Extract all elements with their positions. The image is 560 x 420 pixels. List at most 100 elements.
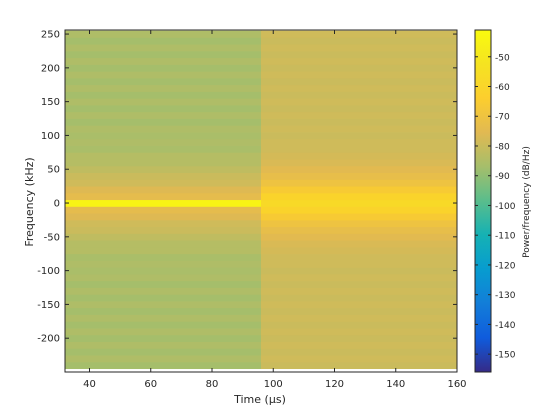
heatmap-cell: [65, 219, 262, 228]
heatmap-cell: [261, 355, 458, 363]
heatmap-cell: [261, 145, 458, 153]
heatmap-cell: [261, 98, 458, 106]
heatmap-cell: [261, 37, 458, 45]
heatmap-cell: [65, 361, 262, 370]
colorbar-tick-label: -150: [495, 351, 516, 361]
colorbar-tick-label: -70: [495, 113, 510, 123]
colorbar-tick-label: -110: [495, 232, 516, 242]
heatmap-cell: [65, 199, 262, 207]
heatmap-cell: [261, 246, 458, 255]
heatmap-cell: [261, 30, 458, 38]
heatmap-cell: [65, 213, 262, 221]
heatmap-cell: [65, 301, 262, 309]
heatmap-cell: [65, 355, 262, 363]
heatmap-cell: [261, 328, 458, 336]
heatmap-cell: [261, 219, 458, 228]
colorbar-tick-label: -100: [495, 202, 516, 212]
y-tick-label: 0: [54, 199, 60, 210]
y-tick-label: 200: [41, 63, 60, 74]
heatmap-cell: [65, 253, 262, 261]
heatmap-cell: [261, 50, 458, 59]
heatmap-cell: [65, 226, 262, 234]
heatmap-cell: [65, 233, 262, 241]
heatmap-cell: [65, 125, 262, 133]
heatmap-cell: [261, 199, 458, 207]
heatmap-cell: [65, 37, 262, 45]
heatmap-cell: [65, 111, 262, 119]
heatmap-cell: [261, 274, 458, 282]
heatmap-cell: [261, 71, 458, 79]
heatmap-cell: [65, 307, 262, 315]
heatmap-cell: [261, 226, 458, 234]
y-tick-label: 250: [41, 30, 60, 41]
heatmap-cell: [261, 206, 458, 214]
heatmap-cell: [261, 165, 458, 174]
y-tick-label: -200: [37, 334, 60, 345]
heatmap-cell: [65, 64, 262, 72]
heatmap-cell: [65, 57, 262, 65]
y-tick-label: 100: [41, 131, 60, 142]
heatmap-cell: [65, 206, 262, 214]
colorbar-tick-label: -140: [495, 321, 516, 331]
y-tick-label: -50: [44, 232, 60, 243]
heatmap-cell: [65, 71, 262, 79]
axes-frame: [64, 29, 458, 373]
x-tick-label: 120: [325, 379, 344, 390]
heatmap-cell: [65, 132, 262, 140]
heatmap-cell: [261, 44, 458, 52]
heatmap-cell: [65, 294, 262, 302]
colorbar-tick-label: -60: [495, 83, 510, 93]
heatmap-cell: [261, 287, 458, 295]
heatmap-cell: [261, 233, 458, 241]
y-axis-label: Frequency (kHz): [23, 157, 36, 246]
y-tick-label: 50: [47, 165, 60, 176]
heatmap-cell: [261, 240, 458, 248]
heatmap-cell: [65, 179, 262, 187]
y-tick-label: 150: [41, 97, 60, 108]
heatmap-cell: [65, 274, 262, 282]
heatmap-cell: [261, 307, 458, 315]
heatmap-cell: [65, 267, 262, 275]
heatmap-cell: [261, 294, 458, 302]
heatmap-cell: [261, 57, 458, 65]
colorbar-tick-label: -50: [495, 53, 510, 63]
x-tick-label: 140: [386, 379, 405, 390]
heatmap-cell: [261, 186, 458, 194]
heatmap-cell: [261, 314, 458, 322]
heatmap-cell: [261, 280, 458, 288]
heatmap-cell: [261, 125, 458, 133]
heatmap-cell: [261, 118, 458, 126]
heatmap-cell: [261, 77, 458, 86]
heatmap-cell: [65, 260, 262, 268]
heatmap-cell: [261, 267, 458, 275]
heatmap-cell: [261, 172, 458, 180]
spectrogram-heatmap: [65, 30, 458, 370]
heatmap-cell: [65, 118, 262, 126]
x-tick-label: 40: [83, 379, 96, 390]
heatmap-cell: [65, 341, 262, 349]
heatmap-cell: [65, 186, 262, 194]
colorbar: [474, 29, 492, 373]
heatmap-cell: [65, 84, 262, 92]
heatmap-cell: [65, 172, 262, 180]
heatmap-cell: [261, 132, 458, 140]
heatmap-cell: [65, 246, 262, 255]
colorbar-tick-label: -90: [495, 172, 510, 182]
colorbar-tick-label: -80: [495, 142, 510, 152]
y-tick-label: -100: [37, 266, 60, 277]
heatmap-cell: [65, 314, 262, 322]
heatmap-cell: [65, 192, 262, 201]
heatmap-cell: [65, 44, 262, 52]
heatmap-cell: [65, 77, 262, 86]
heatmap-cell: [65, 287, 262, 295]
x-axis-ticks: 40 60 80 100 120 140 160: [83, 30, 467, 390]
heatmap-cell: [261, 138, 458, 146]
heatmap-cell: [65, 30, 262, 38]
heatmap-cell: [65, 240, 262, 248]
heatmap-cell: [65, 138, 262, 146]
x-tick-label: 100: [264, 379, 283, 390]
heatmap-cell: [261, 321, 458, 329]
heatmap-cell: [261, 105, 458, 113]
heatmap-cell: [65, 50, 262, 59]
x-tick-label: 80: [206, 379, 219, 390]
